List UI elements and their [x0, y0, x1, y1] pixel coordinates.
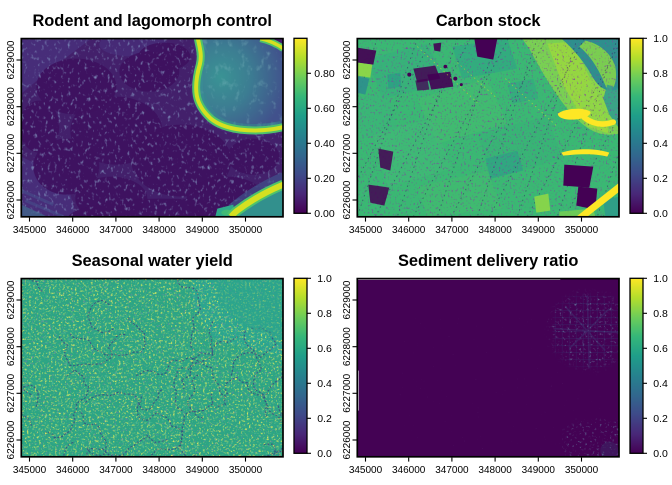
svg-text:349000: 349000: [186, 225, 220, 236]
svg-text:346000: 346000: [392, 225, 426, 236]
svg-text:345000: 345000: [349, 225, 383, 236]
svg-text:346000: 346000: [392, 465, 426, 476]
svg-text:0.6: 0.6: [653, 103, 668, 115]
svg-text:6229000: 6229000: [6, 40, 17, 79]
svg-text:1.0: 1.0: [653, 273, 668, 285]
svg-text:6228000: 6228000: [342, 87, 353, 126]
svg-text:349000: 349000: [522, 465, 556, 476]
svg-text:0.8: 0.8: [653, 68, 668, 80]
svg-text:0.0: 0.0: [317, 448, 332, 460]
svg-text:0.2: 0.2: [317, 413, 332, 425]
svg-text:349000: 349000: [186, 465, 220, 476]
svg-text:0.6: 0.6: [317, 343, 332, 355]
svg-text:349000: 349000: [522, 225, 556, 236]
svg-text:348000: 348000: [478, 225, 512, 236]
svg-text:345000: 345000: [13, 225, 47, 236]
svg-text:0.4: 0.4: [653, 138, 668, 150]
svg-text:347000: 347000: [99, 465, 133, 476]
svg-text:1.0: 1.0: [653, 33, 668, 45]
svg-text:6227000: 6227000: [342, 133, 353, 172]
svg-text:346000: 346000: [56, 225, 90, 236]
svg-text:0.6: 0.6: [653, 343, 668, 355]
svg-text:348000: 348000: [478, 465, 512, 476]
svg-text:1.0: 1.0: [317, 273, 332, 285]
svg-text:6228000: 6228000: [342, 327, 353, 366]
svg-text:6227000: 6227000: [342, 373, 353, 412]
svg-text:347000: 347000: [435, 465, 469, 476]
svg-text:6227000: 6227000: [6, 133, 17, 172]
svg-text:345000: 345000: [349, 465, 383, 476]
svg-text:6226000: 6226000: [342, 420, 353, 459]
svg-text:6228000: 6228000: [6, 327, 17, 366]
svg-text:0.60: 0.60: [314, 103, 335, 115]
svg-text:350000: 350000: [229, 225, 263, 236]
svg-text:347000: 347000: [435, 225, 469, 236]
svg-text:347000: 347000: [99, 225, 133, 236]
svg-text:6228000: 6228000: [6, 87, 17, 126]
svg-text:0.00: 0.00: [314, 208, 335, 220]
svg-text:0.2: 0.2: [653, 413, 668, 425]
svg-text:350000: 350000: [565, 465, 599, 476]
svg-text:345000: 345000: [13, 465, 47, 476]
svg-text:0.8: 0.8: [653, 308, 668, 320]
svg-text:6226000: 6226000: [342, 180, 353, 219]
svg-text:0.80: 0.80: [314, 68, 335, 80]
svg-text:6229000: 6229000: [342, 40, 353, 79]
svg-text:Carbon stock: Carbon stock: [436, 12, 542, 30]
svg-text:350000: 350000: [229, 465, 263, 476]
svg-text:0.8: 0.8: [317, 308, 332, 320]
svg-text:0.40: 0.40: [314, 138, 335, 150]
svg-text:6227000: 6227000: [6, 373, 17, 412]
svg-text:6226000: 6226000: [6, 180, 17, 219]
svg-text:350000: 350000: [565, 225, 599, 236]
svg-text:Seasonal water yield: Seasonal water yield: [72, 252, 233, 270]
svg-text:0.0: 0.0: [653, 448, 668, 460]
svg-text:0.4: 0.4: [317, 378, 332, 390]
svg-text:348000: 348000: [142, 225, 176, 236]
svg-text:348000: 348000: [142, 465, 176, 476]
svg-text:6229000: 6229000: [6, 280, 17, 319]
svg-text:6229000: 6229000: [342, 280, 353, 319]
svg-text:Sediment delivery ratio: Sediment delivery ratio: [398, 252, 578, 270]
svg-text:6226000: 6226000: [6, 420, 17, 459]
svg-text:0.4: 0.4: [653, 378, 668, 390]
svg-text:Rodent and lagomorph control: Rodent and lagomorph control: [32, 12, 271, 30]
svg-text:0.2: 0.2: [653, 173, 668, 185]
svg-text:346000: 346000: [56, 465, 90, 476]
svg-text:0.20: 0.20: [314, 173, 335, 185]
svg-text:0.0: 0.0: [653, 208, 668, 220]
